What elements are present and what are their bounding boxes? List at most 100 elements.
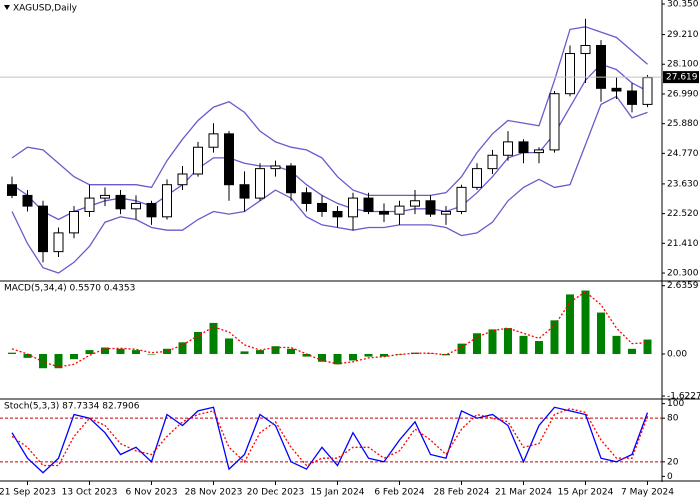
- macd-bar: [70, 353, 78, 360]
- candle-body: [115, 194, 126, 210]
- y-tick-label: 24.770: [667, 149, 699, 159]
- macd-bar: [550, 320, 559, 354]
- x-tick-label: 20 Dec 2023: [247, 488, 305, 498]
- macd-bar: [411, 352, 419, 354]
- y-tick-label: 29.210: [667, 30, 699, 40]
- chart-title: XAGUSD,Daily: [13, 4, 78, 14]
- candle-body: [84, 197, 95, 212]
- candle-body: [270, 165, 281, 170]
- macd-bar: [132, 350, 140, 354]
- candle-body: [487, 154, 498, 170]
- macd-bar: [519, 335, 528, 354]
- candle-body: [565, 53, 575, 95]
- macd-bar: [333, 353, 342, 365]
- macd-bar: [101, 347, 109, 354]
- candle-body: [410, 200, 420, 207]
- bollinger-band: [11, 95, 648, 274]
- macd-bar: [380, 353, 388, 357]
- candle-body: [580, 45, 591, 55]
- candle-body: [627, 90, 637, 105]
- candle-body: [348, 197, 358, 218]
- macd-bar: [287, 348, 295, 354]
- macd-bar: [147, 353, 156, 355]
- macd-bar: [116, 348, 125, 354]
- candle-body: [162, 184, 172, 218]
- candle-body: [317, 202, 327, 212]
- candle-body: [518, 141, 529, 154]
- y-tick-label: 28.100: [667, 60, 699, 70]
- macd-bar: [178, 342, 187, 354]
- candle-body: [301, 192, 312, 204]
- macd-bar: [364, 353, 373, 357]
- macd-bar: [349, 353, 357, 361]
- y-tick-label: 25.880: [667, 119, 699, 129]
- candle-body: [394, 205, 405, 215]
- x-tick-label: 6 Feb 2024: [374, 488, 425, 498]
- candle-body: [332, 210, 343, 218]
- x-tick-label: 15 Apr 2024: [558, 488, 614, 498]
- candle-body: [425, 200, 436, 215]
- x-tick-label: 28 Feb 2024: [433, 488, 489, 498]
- current-price-label: 27.619: [666, 73, 698, 83]
- current-price-box: [663, 71, 699, 84]
- candle-body: [549, 93, 560, 151]
- x-tick-label: 21 Sep 2023: [0, 488, 56, 498]
- x-tick-label: 21 Mar 2024: [495, 488, 552, 498]
- y-tick-label: 26.990: [667, 89, 699, 99]
- macd-bar: [8, 352, 16, 354]
- macd-bar: [209, 322, 218, 354]
- candle-body: [22, 194, 33, 207]
- candle-body: [146, 202, 157, 218]
- macd-bar: [240, 351, 249, 354]
- macd-bar: [442, 353, 450, 356]
- macd-bar: [488, 329, 497, 354]
- y-tick-label: 23.630: [667, 179, 699, 189]
- y-tick-label: -1.6227: [667, 391, 700, 401]
- macd-bar: [566, 294, 574, 354]
- candle-body: [239, 184, 250, 199]
- candle-body: [7, 184, 17, 196]
- y-tick-label: 0: [667, 472, 673, 482]
- macd-bar: [302, 353, 311, 357]
- candle-body: [534, 149, 544, 154]
- y-tick-label: 100: [667, 399, 684, 409]
- macd-title: MACD(5,34,4) 0.5570 0.4353: [4, 284, 135, 294]
- candle-body: [286, 165, 296, 194]
- candle-body: [642, 77, 653, 105]
- candle-body: [441, 210, 451, 215]
- candle-body: [255, 168, 265, 199]
- candle-body: [611, 87, 622, 92]
- y-tick-label: 0.00: [667, 349, 687, 359]
- macd-signal: [11, 290, 648, 368]
- candle-body: [224, 133, 234, 186]
- candle-body: [363, 197, 374, 212]
- candle-body: [53, 232, 64, 253]
- macd-bar: [457, 343, 466, 354]
- stoch-line: [11, 406, 649, 474]
- candle-body: [177, 173, 188, 186]
- candle-body: [472, 168, 482, 188]
- macd-bar: [597, 312, 605, 354]
- x-tick-label: 6 Nov 2023: [126, 488, 178, 498]
- macd-bar: [54, 353, 63, 369]
- x-tick-label: 13 Oct 2023: [62, 488, 118, 498]
- menu-arrow: [4, 5, 10, 10]
- stoch-line: [11, 408, 649, 467]
- candle-body: [379, 210, 389, 215]
- macd-bar: [504, 328, 512, 354]
- candle-body: [456, 186, 467, 212]
- candle-body: [131, 202, 141, 210]
- y-tick-label: 30.350: [667, 0, 699, 10]
- macd-bar: [271, 346, 280, 354]
- candle-body: [38, 205, 48, 253]
- y-tick-label: 22.520: [667, 209, 699, 219]
- y-tick-label: 20.300: [667, 269, 699, 279]
- candle-body: [69, 210, 79, 234]
- candle-body: [193, 146, 203, 175]
- candle-body: [596, 45, 606, 89]
- macd-bar: [473, 333, 481, 354]
- macd-bar: [163, 348, 171, 354]
- x-tick-label: 15 Jan 2024: [311, 488, 365, 498]
- macd-bar: [643, 339, 652, 354]
